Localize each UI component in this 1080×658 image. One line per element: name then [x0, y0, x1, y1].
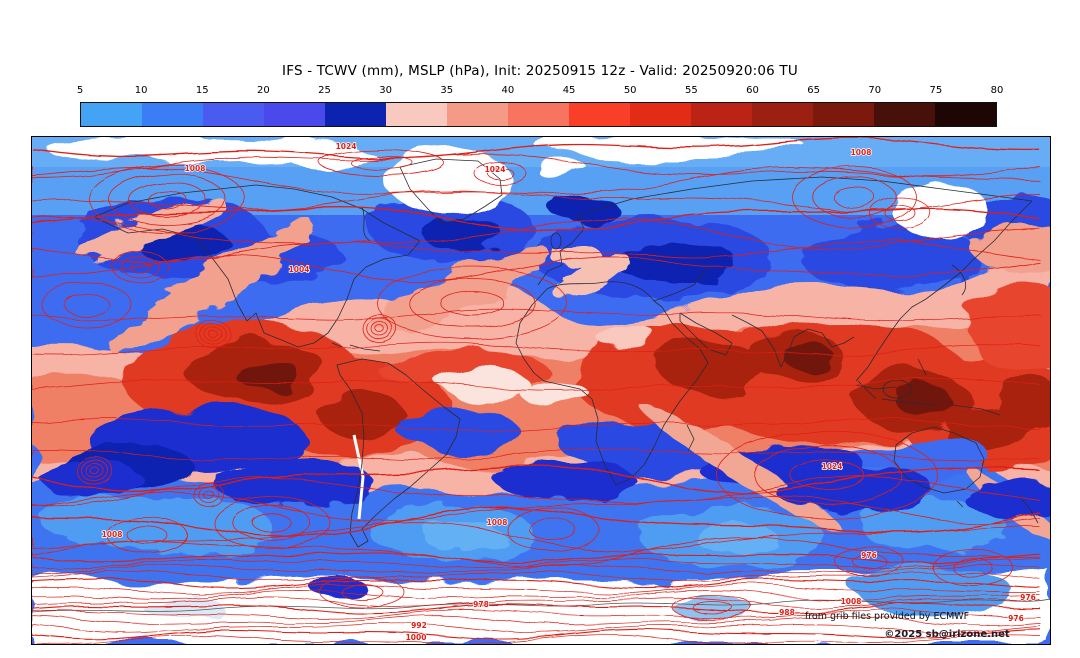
colorbar-segment	[691, 103, 752, 126]
colorbar-tick-label: 30	[379, 85, 393, 96]
colorbar-segment	[569, 103, 630, 126]
colorbar-segment	[386, 103, 447, 126]
colorbar-segment	[81, 103, 142, 126]
colorbar-tick-labels: 5 10 15 20 25 30 35 40 45 50 55 60 65 70 75 80	[76, 85, 1004, 99]
colorbar-segment	[203, 103, 264, 126]
isobar-label: 976	[1008, 614, 1024, 623]
colorbar-segment	[935, 103, 996, 126]
isobar-label: 988	[779, 608, 795, 617]
colorbar-tick-label: 40	[501, 85, 515, 96]
isobar-label: 1024	[485, 165, 506, 174]
colorbar	[80, 102, 997, 127]
colorbar-segment	[874, 103, 935, 126]
isobar-label: 1008	[185, 164, 206, 173]
plot-title: IFS - TCWV (mm), MSLP (hPa), Init: 20250…	[282, 63, 798, 79]
isobar-label: 1008	[851, 148, 872, 157]
mslp-contour-labels: 1024 1008 1024 1008 1004 1024 1008 1008 1008 988 9…	[101, 141, 1037, 643]
isobar-label: 1004	[289, 265, 310, 274]
colorbar-tick-label: 35	[440, 85, 454, 96]
colorbar-tick-label: 5	[76, 85, 84, 96]
credit-source: from grib files provided by ECMWF	[804, 611, 970, 622]
isobar-label: 1024	[336, 142, 357, 151]
isobar-label: 976	[861, 551, 877, 560]
isobar-label: 1000	[406, 633, 427, 642]
colorbar-tick-label: 15	[195, 85, 209, 96]
colorbar-tick-label: 75	[929, 85, 943, 96]
isobar-label: 978	[473, 600, 489, 609]
isobar-label: 1024	[822, 462, 843, 471]
isobar-label: 1008	[841, 597, 862, 606]
colorbar-segment	[813, 103, 874, 126]
colorbar-tick-label: 45	[562, 85, 576, 96]
isobar-label: 1008	[102, 530, 123, 539]
colorbar-segment	[325, 103, 386, 126]
isobar-label: 1008	[487, 518, 508, 527]
colorbar-segment	[508, 103, 569, 126]
colorbar-tick-label: 65	[807, 85, 820, 96]
colorbar-segment	[142, 103, 203, 126]
colorbar-tick-label: 80	[990, 85, 1004, 96]
colorbar-segment	[752, 103, 813, 126]
colorbar-segment	[264, 103, 325, 126]
colorbar-tick-label: 10	[134, 85, 148, 96]
colorbar-tick-label: 25	[318, 85, 331, 96]
isobar-label: 976	[1020, 593, 1036, 602]
colorbar-tick-label: 20	[257, 85, 270, 96]
colorbar-segment	[447, 103, 508, 126]
credit-copyright: ©2025 sb@irizone.net	[884, 629, 1010, 640]
coastlines	[32, 158, 1050, 613]
colorbar-tick-label: 60	[746, 85, 759, 96]
mslp-contours	[32, 137, 1041, 644]
colorbar-tick-label: 70	[868, 85, 882, 96]
colorbar-tick-label: 50	[623, 85, 637, 96]
colorbar-tick-label: 55	[684, 85, 698, 96]
isobar-label: 992	[411, 621, 427, 630]
map-area: 1024 1008 1024 1008 1004 1024 1008 1008 1008 988 9…	[31, 136, 1051, 645]
world-tcwv-map: 1024 1008 1024 1008 1004 1024 1008 1008 1008 988 9…	[32, 137, 1050, 644]
colorbar-segment	[630, 103, 691, 126]
